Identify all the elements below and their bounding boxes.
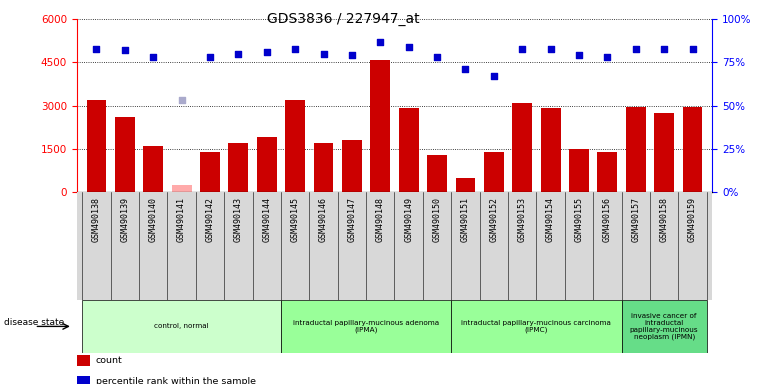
Bar: [257, 137, 277, 192]
Bar: [82, 300, 281, 353]
Text: GSM490158: GSM490158: [660, 197, 669, 242]
Text: disease state: disease state: [4, 318, 64, 327]
Bar: [143, 146, 163, 192]
Point: [374, 39, 386, 45]
Bar: [342, 140, 362, 192]
Bar: [200, 152, 220, 192]
Text: GSM490159: GSM490159: [688, 197, 697, 242]
Point: [431, 54, 444, 60]
Point: [345, 53, 358, 59]
Text: GSM490148: GSM490148: [376, 197, 385, 242]
Bar: [172, 185, 192, 192]
Text: GSM490152: GSM490152: [489, 197, 499, 242]
Point: [289, 46, 301, 52]
Text: GSM490147: GSM490147: [348, 197, 356, 242]
Text: GSM490155: GSM490155: [574, 197, 584, 242]
Bar: [371, 60, 390, 192]
Text: invasive cancer of
intraductal
papillary-mucinous
neoplasm (IPMN): invasive cancer of intraductal papillary…: [630, 313, 699, 340]
Text: control, normal: control, normal: [154, 323, 209, 329]
Point: [630, 46, 642, 52]
Point: [317, 51, 329, 57]
Text: intraductal papillary-mucinous carcinoma
(IPMC): intraductal papillary-mucinous carcinoma…: [461, 319, 611, 333]
Point: [573, 53, 585, 59]
Point: [545, 46, 557, 52]
Bar: [683, 107, 702, 192]
Text: GSM490144: GSM490144: [262, 197, 271, 242]
Point: [260, 49, 273, 55]
Point: [147, 54, 159, 60]
Text: GSM490157: GSM490157: [631, 197, 640, 242]
Text: GSM490138: GSM490138: [92, 197, 101, 242]
Point: [232, 51, 244, 57]
Bar: [451, 300, 621, 353]
Text: count: count: [96, 356, 123, 365]
Text: GSM490146: GSM490146: [319, 197, 328, 242]
Text: GDS3836 / 227947_at: GDS3836 / 227947_at: [267, 12, 420, 25]
Point: [175, 98, 188, 104]
Bar: [626, 107, 646, 192]
Bar: [621, 300, 707, 353]
Bar: [512, 103, 532, 192]
Text: GSM490156: GSM490156: [603, 197, 612, 242]
Bar: [654, 113, 674, 192]
Text: GSM490139: GSM490139: [120, 197, 129, 242]
Point: [90, 46, 103, 52]
Point: [204, 54, 216, 60]
Text: GSM490143: GSM490143: [234, 197, 243, 242]
Bar: [87, 100, 106, 192]
Bar: [115, 117, 135, 192]
Bar: [427, 155, 447, 192]
Text: GSM490153: GSM490153: [518, 197, 527, 242]
Text: GSM490149: GSM490149: [404, 197, 413, 242]
Bar: [569, 149, 589, 192]
Bar: [484, 152, 504, 192]
Bar: [399, 109, 418, 192]
Bar: [285, 100, 305, 192]
Point: [658, 46, 670, 52]
Bar: [456, 177, 476, 192]
Text: GSM490154: GSM490154: [546, 197, 555, 242]
Bar: [597, 152, 617, 192]
Point: [460, 66, 472, 73]
Point: [601, 54, 614, 60]
Point: [488, 73, 500, 79]
Text: percentile rank within the sample: percentile rank within the sample: [96, 377, 256, 384]
Point: [686, 46, 699, 52]
Text: GSM490142: GSM490142: [205, 197, 214, 242]
Bar: [541, 109, 561, 192]
Point: [516, 46, 529, 52]
Text: GSM490145: GSM490145: [290, 197, 300, 242]
Text: GSM490140: GSM490140: [149, 197, 158, 242]
Text: GSM490150: GSM490150: [433, 197, 441, 242]
Text: GSM490141: GSM490141: [177, 197, 186, 242]
Bar: [313, 143, 333, 192]
Bar: [281, 300, 451, 353]
Bar: [228, 143, 248, 192]
Text: GSM490151: GSM490151: [461, 197, 470, 242]
Text: intraductal papillary-mucinous adenoma
(IPMA): intraductal papillary-mucinous adenoma (…: [293, 319, 439, 333]
Point: [119, 47, 131, 53]
Point: [403, 44, 415, 50]
